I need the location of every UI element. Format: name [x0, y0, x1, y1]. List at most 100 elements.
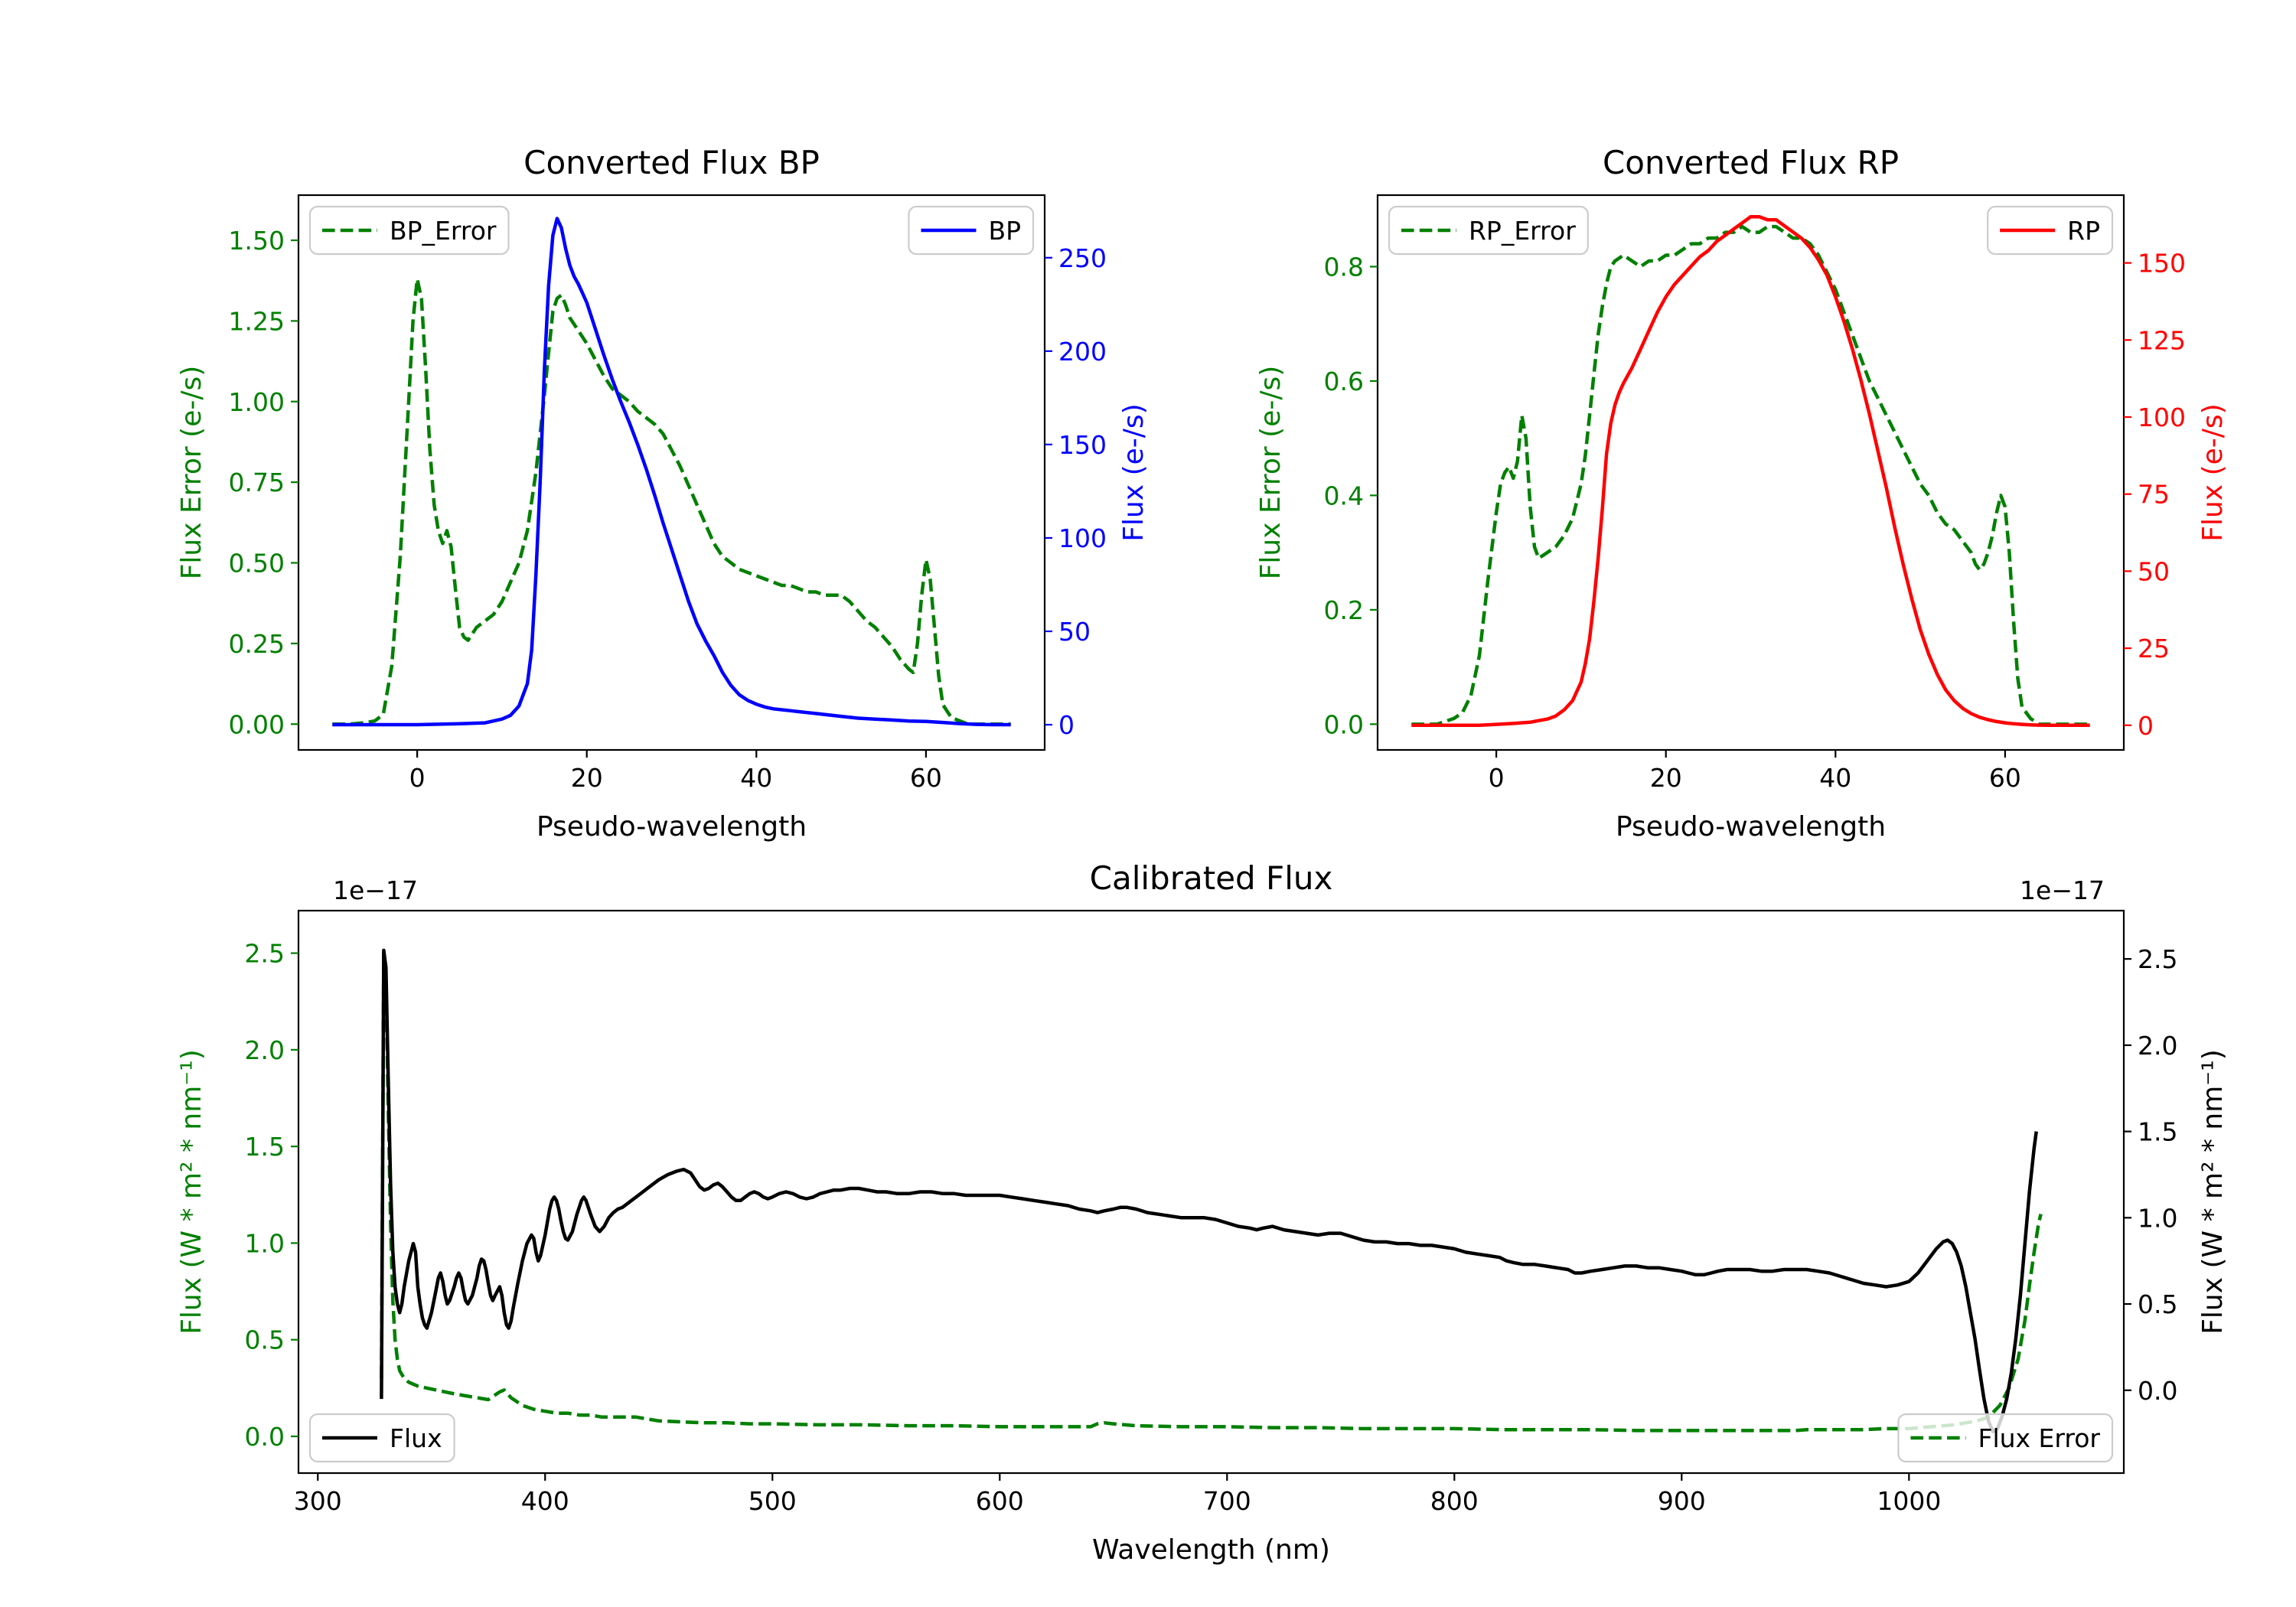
- series-flux-error-line: [380, 951, 2043, 1433]
- y-tick-label-right: 125: [2138, 325, 2186, 355]
- y-tick-label-left: 0.5: [245, 1325, 285, 1355]
- y-tick-label-left: 0.0: [245, 1422, 285, 1452]
- y-tick-label-right: 150: [2138, 249, 2186, 279]
- y-tick-label-right: 0.0: [2138, 1376, 2177, 1406]
- legend-flux: Flux: [308, 1413, 455, 1463]
- axis-offset-text-right: 1e−17: [2020, 875, 2105, 905]
- chart-converted-flux-bp: 0 20 40 60 0.00 0.25 0.50 0.75 1.00 1.25 1.50 0 50 10…: [176, 144, 1150, 843]
- y-tick-label-left: 2.0: [245, 1035, 285, 1065]
- axis-offset-text-left: 1e−17: [333, 875, 418, 905]
- chart-converted-flux-rp: 0 20 40 60 0.0 0.2 0.4 0.6 0.8 0 25 50 75 100 125 150 Ps…: [1255, 144, 2229, 843]
- chart-title: Converted Flux BP: [523, 144, 820, 181]
- y-tick-label-left: 2.5: [245, 939, 285, 969]
- legend-label: Flux Error: [1978, 1423, 2100, 1453]
- series-rp-line: [1411, 214, 2090, 728]
- series-flux-line: [380, 948, 2038, 1434]
- x-tick-label: 600: [976, 1486, 1024, 1516]
- y-tick-label-right: 100: [1058, 523, 1107, 553]
- y-tick-label-right: 1.5: [2138, 1117, 2177, 1147]
- x-tick-label: 0: [409, 763, 426, 793]
- chart-title: Converted Flux RP: [1603, 144, 1899, 181]
- plot-area: [1411, 214, 2090, 728]
- x-tick-label: 40: [1819, 763, 1851, 793]
- chart-title: Calibrated Flux: [1090, 859, 1333, 897]
- legend-label: BP_Error: [390, 216, 497, 246]
- legend-box: [1388, 205, 1589, 256]
- y-tick-label-left: 0.6: [1324, 367, 1364, 396]
- y-axis-label-right: Flux (e-/s): [1118, 403, 1150, 541]
- y-tick-label-left: 0.0: [1324, 709, 1364, 739]
- legend-label: Flux: [390, 1423, 442, 1453]
- x-tick-label: 800: [1430, 1486, 1479, 1516]
- x-tick-label: 0: [1489, 763, 1505, 793]
- y-axis-label-left: Flux Error (e-/s): [1255, 366, 1287, 580]
- y-tick-label-right: 75: [2138, 480, 2170, 510]
- y-tick-label-right: 2.5: [2138, 944, 2177, 974]
- x-axis-label: Wavelength (nm): [1092, 1534, 1330, 1566]
- series-bp-error-line: [332, 277, 1011, 726]
- y-tick-label-right: 100: [2138, 403, 2186, 432]
- y-tick-label-right: 25: [2138, 634, 2170, 663]
- y-tick-label-right: 0: [1058, 710, 1075, 740]
- x-axis-label: Pseudo-wavelength: [536, 811, 807, 843]
- series-rp-error-line: [1411, 224, 2090, 726]
- y-tick-label-left: 1.5: [245, 1132, 285, 1162]
- y-tick-label-right: 50: [1058, 617, 1091, 647]
- y-tick-label-left: 0.4: [1324, 481, 1364, 510]
- legend-bp: BP: [908, 205, 1035, 256]
- y-axis-label-left: Flux (W * m² * nm⁻¹): [176, 1049, 207, 1335]
- legend-label: BP: [988, 216, 1021, 246]
- series-bp-line: [332, 217, 1011, 727]
- y-tick-label-left: 1.00: [229, 387, 285, 417]
- legend-rp: RP: [1987, 205, 2114, 256]
- y-tick-label-right: 150: [1058, 430, 1107, 460]
- plot-area: [380, 948, 2043, 1434]
- legend-box: [1897, 1413, 2114, 1463]
- plot-area: [332, 217, 1011, 727]
- y-axis-label-left: Flux Error (e-/s): [176, 366, 207, 580]
- x-tick-label: 20: [1650, 763, 1682, 793]
- y-axis-label-right: Flux (W * m² * nm⁻¹): [2197, 1049, 2229, 1335]
- legend-flux-error: Flux Error: [1897, 1413, 2114, 1463]
- x-tick-label: 400: [521, 1486, 569, 1516]
- y-tick-label-right: 200: [1058, 337, 1107, 367]
- plot-border: [1376, 194, 2125, 751]
- y-tick-label-left: 1.25: [229, 306, 285, 336]
- y-axis-label-right: Flux (e-/s): [2197, 403, 2229, 541]
- x-tick-label: 500: [748, 1486, 797, 1516]
- x-tick-label: 40: [740, 763, 772, 793]
- legend-bp-error: BP_Error: [308, 205, 510, 256]
- y-tick-label-right: 2.0: [2138, 1031, 2177, 1061]
- legend-label: RP: [2067, 216, 2100, 246]
- x-axis-label: Pseudo-wavelength: [1616, 811, 1886, 843]
- plot-border: [297, 909, 2125, 1475]
- x-tick-label: 1000: [1877, 1486, 1941, 1516]
- y-tick-label-left: 0.2: [1324, 595, 1364, 625]
- y-tick-label-right: 50: [2138, 556, 2170, 586]
- y-tick-label-left: 0.00: [229, 709, 285, 739]
- y-tick-label-left: 1.0: [245, 1228, 285, 1258]
- y-tick-label-left: 0.50: [229, 549, 285, 579]
- y-tick-label-right: 0.5: [2138, 1289, 2177, 1319]
- x-tick-label: 900: [1658, 1486, 1706, 1516]
- x-tick-label: 700: [1203, 1486, 1251, 1516]
- legend-label: RP_Error: [1469, 216, 1576, 246]
- y-tick-label-left: 0.75: [229, 468, 285, 497]
- legend-box: [308, 1413, 455, 1463]
- plot-border: [297, 194, 1046, 751]
- y-tick-label-right: 250: [1058, 243, 1107, 273]
- legend-rp-error: RP_Error: [1388, 205, 1589, 256]
- y-tick-label-left: 1.50: [229, 226, 285, 256]
- chart-calibrated-flux: 300 400 500 600 700 800 900 1000 0.0 0.5 1.0 1.5 2.0…: [176, 859, 2229, 1566]
- x-tick-label: 300: [294, 1486, 342, 1516]
- x-tick-label: 60: [910, 763, 942, 793]
- y-tick-label-left: 0.25: [229, 629, 285, 659]
- y-tick-label-left: 0.8: [1324, 252, 1364, 282]
- legend-box: [308, 205, 510, 256]
- x-tick-label: 60: [1989, 763, 2021, 793]
- x-tick-label: 20: [571, 763, 603, 793]
- y-tick-label-right: 0: [2138, 711, 2154, 741]
- y-tick-label-right: 1.0: [2138, 1203, 2177, 1233]
